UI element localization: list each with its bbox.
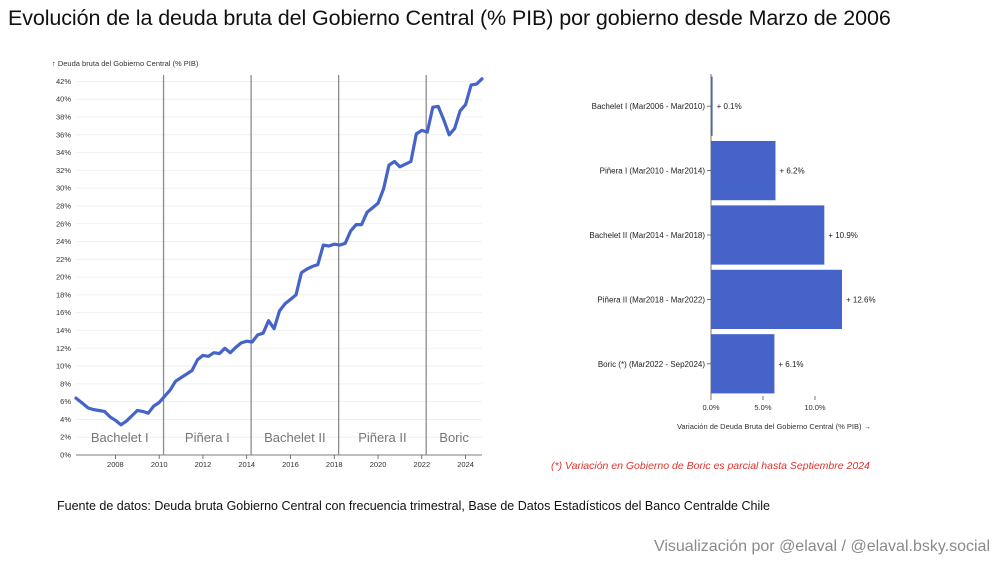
- y-tick-label: 20%: [56, 273, 71, 282]
- x-tick-label: 2008: [107, 460, 124, 469]
- source-note: Fuente de datos: Deuda bruta Gobierno Ce…: [57, 499, 770, 513]
- line-chart: ↑ Deuda bruta del Gobierno Central (% PI…: [52, 59, 484, 469]
- bar-chart: Bachelet I (Mar2006 - Mar2010) + 0.1% Piñe…: [589, 74, 876, 431]
- y-tick-label: 42%: [56, 77, 71, 86]
- period-label: Piñera I: [185, 430, 230, 445]
- y-tick-label: 14%: [56, 326, 71, 335]
- bar-category-label: Bachelet I (Mar2006 - Mar2010): [592, 102, 706, 111]
- x-tick-label: 0.0%: [702, 403, 719, 412]
- credit: Visualización por @elaval / @elaval.bsky…: [653, 538, 990, 555]
- source-institution: del Banco Centralde Chile: [624, 499, 770, 513]
- bar: [711, 269, 842, 330]
- y-tick-label: 38%: [56, 113, 71, 122]
- y-tick-label: 30%: [56, 184, 71, 193]
- y-tick-label: 34%: [56, 148, 71, 157]
- x-tick-label: 2012: [195, 460, 212, 469]
- bar-value-label: + 6.2%: [779, 167, 804, 176]
- y-tick-label: 0%: [60, 451, 71, 460]
- bar-value-label: + 6.1%: [778, 360, 803, 369]
- bar-category-label: Bachelet II (Mar2014 - Mar2018): [589, 231, 705, 240]
- debt-series-line: [74, 77, 484, 427]
- x-tick-label: 2020: [370, 460, 387, 469]
- x-tick-label: 2018: [326, 460, 343, 469]
- y-tick-label: 2%: [60, 433, 71, 442]
- x-tick-label: 2022: [413, 460, 430, 469]
- y-tick-label: 40%: [56, 95, 71, 104]
- x-axis-title: Variación de Deuda Bruta del Gobierno Ce…: [677, 422, 871, 431]
- y-axis-title: ↑ Deuda bruta del Gobierno Central (% PI…: [52, 59, 199, 68]
- y-tick-label: 12%: [56, 344, 71, 353]
- bar-value-label: + 10.9%: [828, 231, 858, 240]
- y-tick-label: 36%: [56, 130, 71, 139]
- page-title: Evolución de la deuda bruta del Gobierno…: [8, 6, 891, 30]
- bar-value-label: + 0.1%: [717, 102, 742, 111]
- y-tick-label: 24%: [56, 237, 71, 246]
- source-database: Base de Datos Estadísticos: [468, 499, 622, 513]
- x-tick-label: 2016: [282, 460, 299, 469]
- source-label: Fuente de datos:: [57, 499, 151, 513]
- bar-value-label: + 12.6%: [846, 295, 876, 304]
- bar-category-label: Boric (*) (Mar2022 - Sep2024): [598, 360, 705, 369]
- source-text: Deuda bruta Gobierno Central con frecuen…: [154, 499, 465, 513]
- y-tick-label: 22%: [56, 255, 71, 264]
- period-label: Piñera II: [358, 430, 406, 445]
- bar-category-label: Piñera II (Mar2018 - Mar2022): [597, 295, 705, 304]
- x-tick-label: 5.0%: [754, 403, 771, 412]
- x-tick-label: 10.0%: [804, 403, 826, 412]
- bar: [711, 205, 825, 265]
- y-tick-label: 10%: [56, 362, 71, 371]
- y-tick-label: 18%: [56, 290, 71, 299]
- y-tick-label: 16%: [56, 308, 71, 317]
- bar: [711, 140, 776, 201]
- y-tick-label: 4%: [60, 415, 71, 424]
- y-tick-label: 32%: [56, 166, 71, 175]
- y-tick-label: 6%: [60, 397, 71, 406]
- y-tick-label: 8%: [60, 379, 71, 388]
- bar: [711, 334, 775, 394]
- x-tick-label: 2014: [238, 460, 255, 469]
- bar-category-label: Piñera I (Mar2010 - Mar2014): [600, 167, 706, 176]
- period-label: Bachelet II: [264, 430, 325, 445]
- footnote: (*) Variación en Gobierno de Boric es pa…: [551, 460, 870, 472]
- y-tick-label: 26%: [56, 219, 71, 228]
- bar: [711, 76, 713, 136]
- x-tick-label: 2010: [151, 460, 168, 469]
- y-tick-label: 28%: [56, 201, 71, 210]
- x-tick-label: 2024: [457, 460, 474, 469]
- period-label: Bachelet I: [91, 430, 149, 445]
- period-label: Boric: [439, 430, 469, 445]
